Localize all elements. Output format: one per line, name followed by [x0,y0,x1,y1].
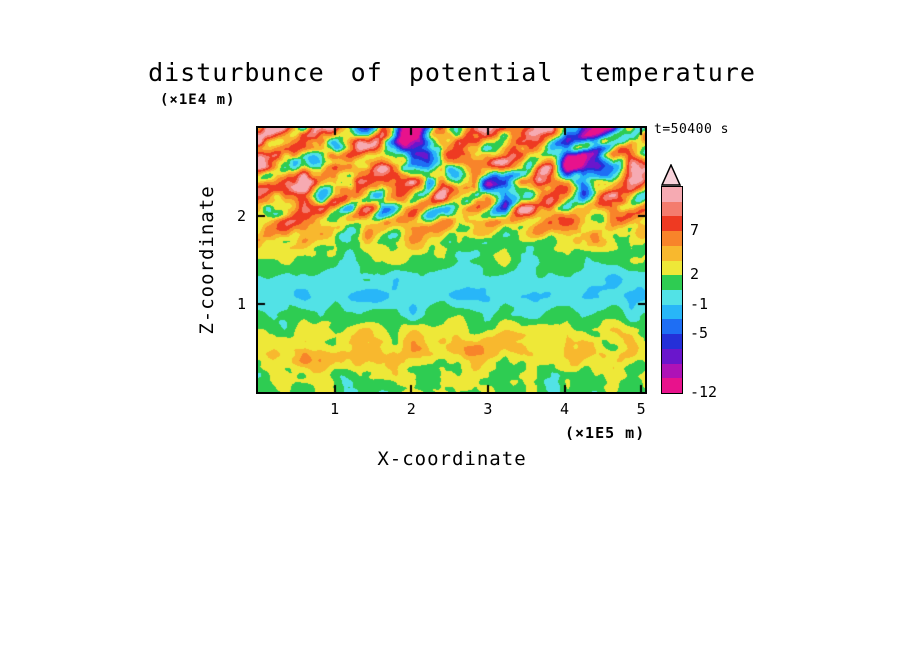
colorbar-arrow-icon [661,164,681,186]
z-tick-label: 1 [236,295,246,313]
z-axis-unit-label: (×1E4 m) [160,92,236,108]
colorbar-segment [662,363,682,379]
x-tick-label: 5 [636,400,646,418]
colorbar-label: -5 [690,324,709,343]
x-tick-label: 4 [560,400,570,418]
x-axis-unit-label: (×1E5 m) [565,424,646,442]
x-tick-label: 1 [330,400,340,418]
colorbar-segment [662,260,682,276]
colorbar [661,186,683,394]
colorbar-segment [662,201,682,217]
y-axis-label: Z-coordinate [196,185,218,335]
colorbar-segment [662,245,682,261]
chart-title: disturbunce of potential temperature [148,58,756,87]
x-tick-label: 2 [406,400,416,418]
z-tick-label: 2 [236,207,246,225]
colorbar-segment [662,216,682,232]
colorbar-segment [662,334,682,349]
colorbar-label: 2 [690,265,700,284]
colorbar-segment [662,187,682,202]
timestamp-label: t=50400 s [654,122,729,137]
colorbar-segment [662,348,682,364]
colorbar-segment [662,231,682,246]
colorbar-segment [662,319,682,335]
colorbar-segment [662,304,682,320]
colorbar-label: 7 [690,221,700,240]
colorbar-segment [662,378,682,394]
colorbar-label: -1 [690,294,709,313]
x-tick-label: 3 [483,400,493,418]
x-axis-label: X-coordinate [377,448,527,470]
colorbar-label: -12 [690,383,718,401]
heatmap-canvas [256,126,647,394]
colorbar-segment [662,275,682,291]
colorbar-segment [662,290,682,305]
